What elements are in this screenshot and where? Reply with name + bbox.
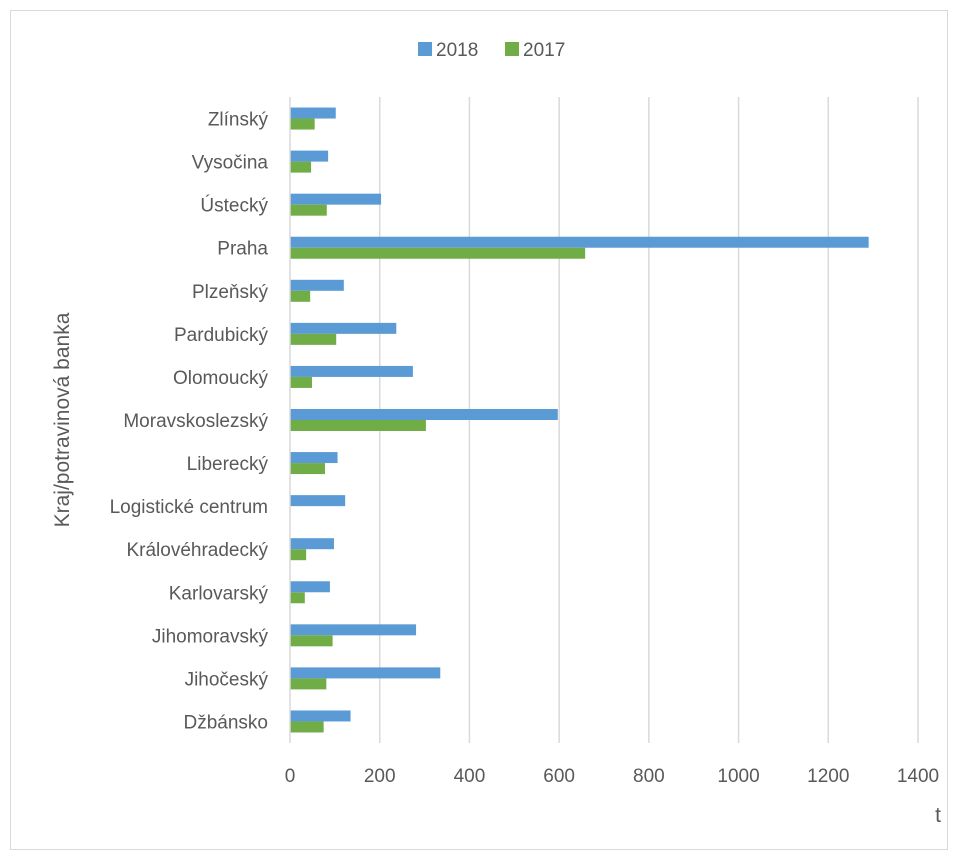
category-label: Liberecký bbox=[187, 454, 269, 475]
bar-2018-2 bbox=[290, 193, 382, 205]
category-label: Plzeňský bbox=[192, 282, 269, 303]
bar-2018-3 bbox=[290, 236, 869, 248]
bar-2018-8 bbox=[290, 452, 338, 464]
bar-2018-6 bbox=[290, 365, 413, 377]
category-label: Jihomoravský bbox=[152, 626, 269, 647]
x-tick-label-200: 200 bbox=[364, 766, 396, 787]
x-tick-label-1000: 1000 bbox=[717, 766, 759, 787]
bar-2017-13 bbox=[290, 678, 327, 690]
legend-label-2017: 2017 bbox=[523, 40, 565, 61]
bar-2017-6 bbox=[290, 376, 312, 388]
bar-2017-2 bbox=[290, 204, 327, 216]
bar-2018-9 bbox=[290, 495, 346, 507]
x-tick-label-1400: 1400 bbox=[897, 766, 939, 787]
bar-2018-10 bbox=[290, 538, 334, 550]
x-tick-label-1200: 1200 bbox=[807, 766, 849, 787]
legend-swatch-2017 bbox=[505, 42, 519, 56]
bar-2017-12 bbox=[290, 635, 333, 647]
bar-2018-7 bbox=[290, 409, 558, 420]
bar-2017-1 bbox=[290, 161, 312, 173]
bar-2018-5 bbox=[290, 322, 397, 334]
x-tick-label-600: 600 bbox=[543, 766, 575, 787]
bar-2018-14 bbox=[290, 710, 351, 722]
category-label: Ústecký bbox=[200, 195, 268, 217]
chart-frame bbox=[10, 10, 948, 850]
x-tick-label-0: 0 bbox=[285, 766, 296, 787]
category-label: Džbánsko bbox=[184, 712, 269, 733]
bars bbox=[290, 107, 869, 733]
category-label: Karlovarský bbox=[169, 583, 269, 604]
bar-2017-5 bbox=[290, 333, 337, 345]
bar-2018-0 bbox=[290, 107, 336, 119]
bar-2017-7 bbox=[290, 420, 426, 431]
category-label: Jihočeský bbox=[185, 669, 269, 690]
bar-2017-3 bbox=[290, 247, 586, 259]
bar-2017-11 bbox=[290, 592, 305, 604]
category-label: Logistické centrum bbox=[110, 497, 268, 518]
tick-labels: 0 200 400 600 800 1000 1200 1400 bbox=[285, 766, 939, 787]
x-tick-label-400: 400 bbox=[454, 766, 486, 787]
bar-2017-0 bbox=[290, 118, 315, 130]
bar-2018-1 bbox=[290, 150, 329, 162]
bar-2017-8 bbox=[290, 463, 325, 475]
category-label: Olomoucký bbox=[173, 368, 269, 389]
bar-2018-13 bbox=[290, 667, 441, 679]
bar-2017-10 bbox=[290, 549, 307, 561]
bar-2017-14 bbox=[290, 721, 324, 733]
bar-2018-12 bbox=[290, 624, 417, 636]
category-label: Pardubický bbox=[174, 325, 268, 346]
bar-2018-11 bbox=[290, 581, 330, 593]
y-axis-title: Kraj/potravinová banka bbox=[51, 312, 74, 527]
category-label: Moravskoslezský bbox=[123, 411, 268, 432]
bar-2018-4 bbox=[290, 279, 344, 291]
category-label: Vysočina bbox=[192, 153, 269, 174]
x-tick-label-800: 800 bbox=[633, 766, 665, 787]
legend-label-2018: 2018 bbox=[436, 40, 478, 61]
x-axis-title: t bbox=[935, 804, 941, 827]
legend-swatch-2018 bbox=[418, 42, 432, 56]
category-label: Královéhradecký bbox=[126, 540, 268, 561]
legend: 2018 2017 bbox=[418, 40, 565, 61]
bar-2017-4 bbox=[290, 290, 311, 302]
category-label: Zlínský bbox=[208, 110, 269, 131]
category-labels: Zlínský Vysočina Ústecký Praha Plzeňský Pardu… bbox=[110, 110, 269, 734]
category-label: Praha bbox=[217, 239, 268, 260]
